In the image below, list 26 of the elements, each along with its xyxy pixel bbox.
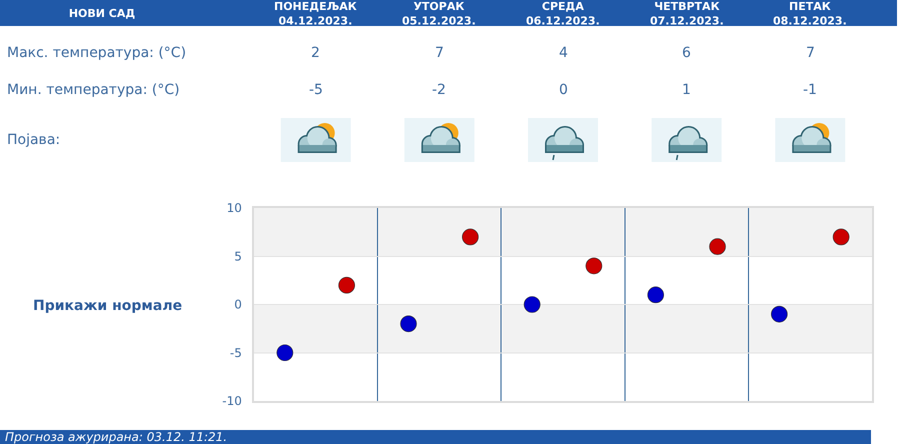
y-tick-label: 5 <box>234 249 242 264</box>
y-tick-label: 0 <box>234 298 242 312</box>
data-label: -1 <box>803 82 817 98</box>
text: ПОНЕДЕЉАК 04.12.2023. <box>274 0 357 28</box>
data-label: -5 <box>309 82 323 98</box>
text: Макс. температура: (°C) <box>7 45 186 61</box>
text: ПЕТАК 08.12.2023. <box>773 0 847 28</box>
y-tick-label: -5 <box>230 346 242 360</box>
text: Појава: <box>7 132 60 148</box>
text: Прогноза ажурирана: 03.12. 11:21. <box>5 430 228 444</box>
text: НОВИ САД <box>68 6 136 20</box>
data-label: 1 <box>682 82 691 98</box>
data-label: 0 <box>559 82 568 98</box>
data-label: 2 <box>311 45 320 61</box>
y-tick-label: -10 <box>222 394 242 408</box>
text: ЧЕТВРТАК 07.12.2023. <box>650 0 724 28</box>
data-label: 7 <box>806 45 815 61</box>
data-label: 4 <box>559 45 568 61</box>
data-label: 7 <box>435 45 444 61</box>
text: Мин. температура: (°C) <box>7 82 180 98</box>
text: УТОРАК 05.12.2023. <box>402 0 476 28</box>
text: СРЕДА 06.12.2023. <box>526 0 600 28</box>
text: Прикажи нормале <box>33 298 182 314</box>
data-label: -2 <box>432 82 446 98</box>
data-label: 6 <box>682 45 691 61</box>
y-tick-label: 10 <box>226 201 242 216</box>
